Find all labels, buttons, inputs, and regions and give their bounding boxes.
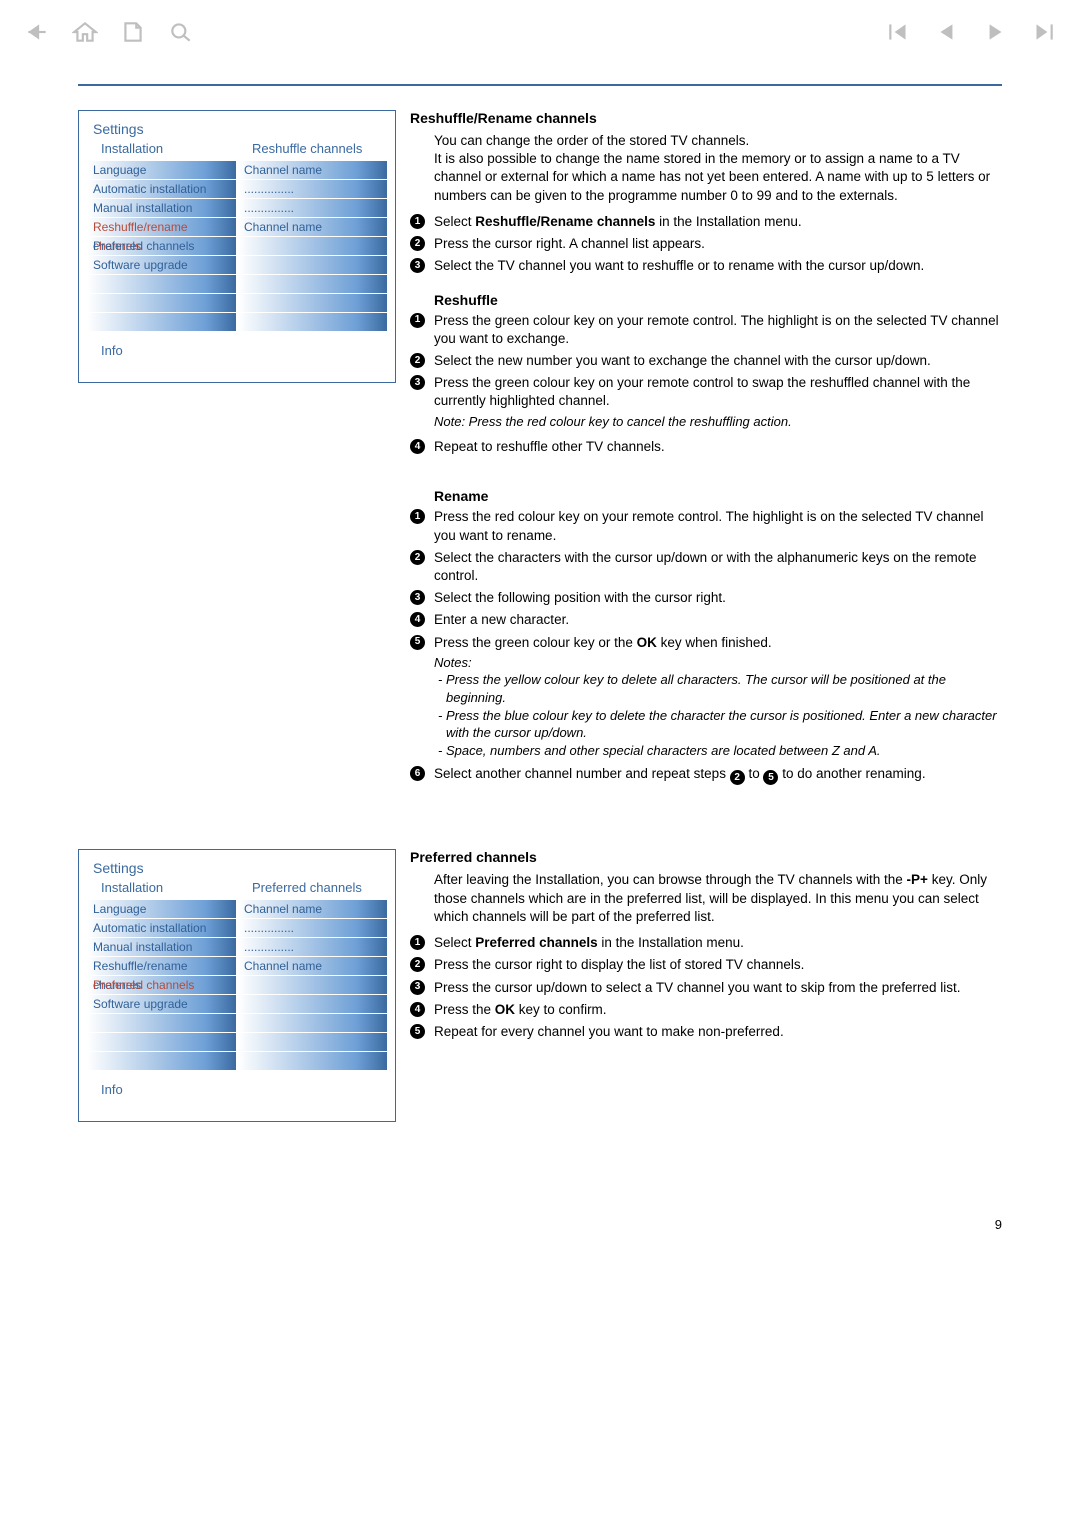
divider (78, 84, 1002, 86)
menu-item[interactable] (238, 1051, 387, 1070)
panel-title: Settings (87, 119, 387, 141)
preferred-steps: 1 Select Preferred channels in the Insta… (410, 934, 1002, 1045)
inline-badge-5: 5 (763, 770, 778, 785)
step-badge: 3 (410, 980, 425, 995)
step-badge: 3 (410, 590, 425, 605)
step-badge: 5 (410, 1024, 425, 1039)
subheading-rename: Rename (434, 488, 1002, 504)
print-icon[interactable] (120, 21, 146, 43)
menu-item[interactable]: Software upgrade (87, 255, 236, 274)
rename-steps: 1Press the red colour key on your remote… (410, 508, 1002, 789)
menu-item[interactable]: Language (87, 899, 236, 918)
step-badge: 4 (410, 1002, 425, 1017)
panel-subtitle-right: Preferred channels (238, 880, 387, 899)
settings-panel-reshuffle: Settings Installation LanguageAutomatic … (78, 110, 396, 383)
section-heading-preferred: Preferred channels (410, 849, 1002, 865)
subheading-reshuffle: Reshuffle (434, 292, 1002, 308)
menu-item[interactable] (87, 274, 236, 293)
main-steps: 1 Select Reshuffle/Rename channels in th… (410, 213, 1002, 280)
menu-item[interactable]: ............... (238, 198, 387, 217)
step-badge: 4 (410, 439, 425, 454)
menu-item[interactable]: Channel name (238, 899, 387, 918)
section-intro: You can change the order of the stored T… (434, 132, 1002, 205)
back-arrow-icon[interactable] (24, 21, 50, 43)
panel-title: Settings (87, 858, 387, 880)
menu-item[interactable]: Manual installation (87, 198, 236, 217)
menu-item[interactable] (238, 975, 387, 994)
step-badge: 3 (410, 258, 425, 273)
step-badge: 1 (410, 313, 425, 328)
menu-item[interactable]: Reshuffle/rename channels (87, 956, 236, 975)
menu-item[interactable]: ............... (238, 179, 387, 198)
menu-item[interactable]: Preferred channels (87, 975, 236, 994)
menu-item[interactable]: Channel name (238, 956, 387, 975)
menu-item[interactable]: Language (87, 160, 236, 179)
panel-info-label: Info (87, 1070, 387, 1097)
inline-badge-2: 2 (730, 770, 745, 785)
menu-item[interactable]: Software upgrade (87, 994, 236, 1013)
panel-info-label: Info (87, 331, 387, 358)
menu-item[interactable]: Automatic installation (87, 918, 236, 937)
rename-notes: Notes: - Press the yellow colour key to … (434, 654, 1002, 759)
menu-item[interactable]: Reshuffle/rename channels (87, 217, 236, 236)
menu-item[interactable]: Automatic installation (87, 179, 236, 198)
reshuffle-note: Note: Press the red colour key to cancel… (434, 413, 1002, 431)
reshuffle-steps: 1Press the green colour key on your remo… (410, 312, 1002, 461)
step-badge: 1 (410, 509, 425, 524)
panel-subtitle-right: Reshuffle channels (238, 141, 387, 160)
menu-item[interactable] (238, 312, 387, 331)
prev-page-icon[interactable] (934, 21, 960, 43)
menu-item[interactable]: Preferred channels (87, 236, 236, 255)
menu-item[interactable] (238, 1032, 387, 1051)
menu-item[interactable] (238, 1013, 387, 1032)
menu-item[interactable]: Channel name (238, 217, 387, 236)
panel-subtitle-left: Installation (87, 880, 236, 899)
section-heading-reshuffle-rename: Reshuffle/Rename channels (410, 110, 1002, 126)
menu-item[interactable]: Channel name (238, 160, 387, 179)
step-badge: 2 (410, 353, 425, 368)
menu-item[interactable] (87, 1013, 236, 1032)
section-intro: After leaving the Installation, you can … (434, 871, 1002, 926)
step-badge: 4 (410, 612, 425, 627)
first-page-icon[interactable] (886, 21, 912, 43)
next-page-icon[interactable] (982, 21, 1008, 43)
search-icon[interactable] (168, 21, 194, 43)
menu-item[interactable]: Manual installation (87, 937, 236, 956)
last-page-icon[interactable] (1030, 21, 1056, 43)
menu-item[interactable] (238, 274, 387, 293)
settings-panel-preferred: Settings Installation LanguageAutomatic … (78, 849, 396, 1122)
page-number: 9 (995, 1217, 1002, 1232)
home-icon[interactable] (72, 21, 98, 43)
menu-item[interactable] (238, 994, 387, 1013)
panel-subtitle-left: Installation (87, 141, 236, 160)
menu-item[interactable] (238, 236, 387, 255)
step-badge: 2 (410, 236, 425, 251)
menu-item[interactable] (238, 293, 387, 312)
step-badge: 3 (410, 375, 425, 390)
menu-item[interactable]: ............... (238, 918, 387, 937)
toolbar (0, 0, 1080, 50)
menu-item[interactable] (87, 1032, 236, 1051)
step-badge: 2 (410, 957, 425, 972)
menu-item[interactable]: ............... (238, 937, 387, 956)
step-badge: 2 (410, 550, 425, 565)
step-badge: 6 (410, 766, 425, 781)
menu-item[interactable] (87, 1051, 236, 1070)
step-badge: 1 (410, 214, 425, 229)
menu-item[interactable] (87, 293, 236, 312)
menu-item[interactable] (87, 312, 236, 331)
step-badge: 1 (410, 935, 425, 950)
menu-item[interactable] (238, 255, 387, 274)
step-badge: 5 (410, 635, 425, 650)
